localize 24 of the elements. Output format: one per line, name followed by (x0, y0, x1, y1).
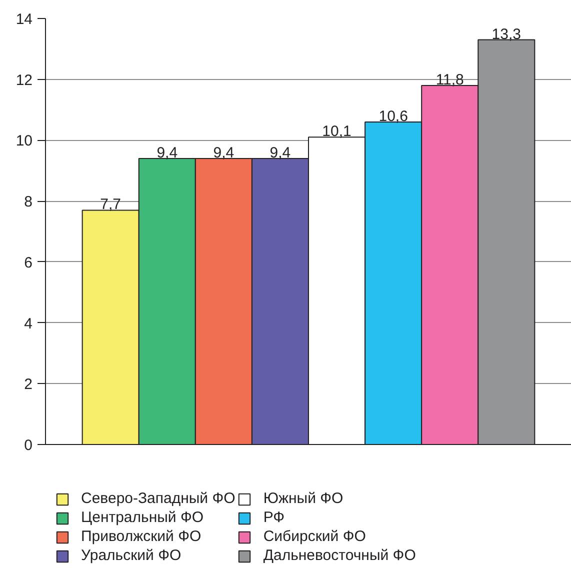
legend-label: Южный ФО (263, 490, 344, 507)
data-label: 13,3 (492, 26, 522, 43)
y-tick-label: 10 (16, 132, 33, 150)
data-label: 11,8 (436, 71, 464, 88)
y-tick-label: 2 (24, 376, 32, 394)
legend-label: Центральный ФО (81, 509, 204, 526)
data-label: 10,1 (322, 123, 352, 140)
y-tick-label: 12 (16, 72, 33, 89)
data-label: 9,4 (156, 144, 178, 162)
y-tick-label: 6 (24, 254, 32, 272)
y-tick-label: 0 (24, 437, 32, 454)
y-tick-label: 14 (16, 11, 33, 28)
y-tick-label: 4 (24, 315, 32, 332)
legend-label: Приволжский ФО (81, 528, 202, 545)
legend-label: Северо-Западный ФО (81, 490, 236, 507)
legend-label: Уральский ФО (81, 547, 182, 564)
legend-label: Сибирский ФО (263, 528, 366, 545)
legend-label: Дальневосточный ФО (263, 547, 416, 564)
legend-label: РФ (263, 509, 285, 526)
data-label: 7,7 (100, 196, 122, 214)
y-tick-label: 8 (24, 194, 32, 211)
data-label: 9,4 (270, 144, 291, 162)
data-label: 9,4 (213, 144, 234, 162)
data-label: 10,6 (378, 108, 408, 125)
